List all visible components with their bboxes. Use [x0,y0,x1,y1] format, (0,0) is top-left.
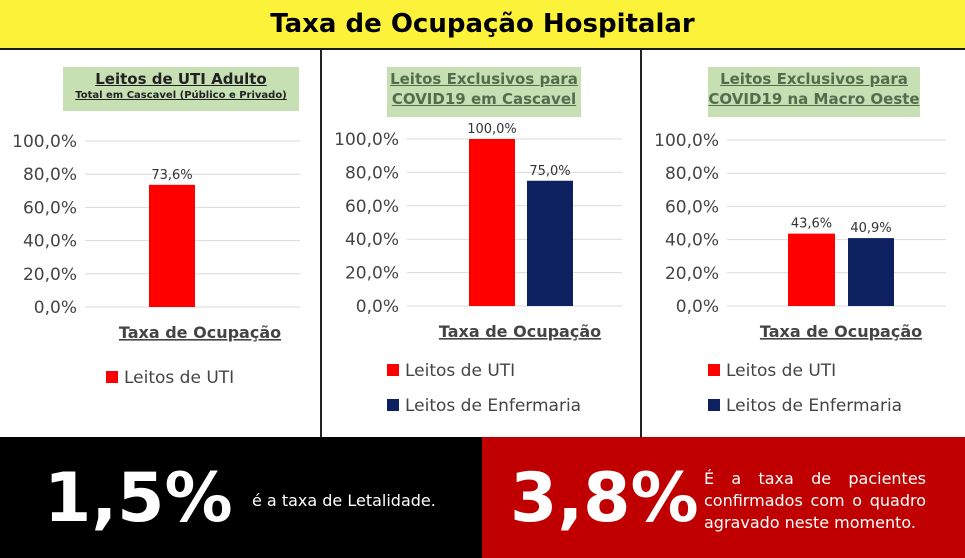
chart-subtitle: COVID19 na Macro Oeste [708,90,920,108]
stat-text-agravados: É a taxa de pacientes confirmados com o … [704,469,926,532]
y-tick-label: 100,0% [12,132,77,152]
y-tick-label: 0,0% [356,297,399,317]
chart-title: Leitos de UTI Adulto [95,70,267,88]
chart-subtitle: Total em Cascavel (Público e Privado) [75,90,287,101]
header-bar: Taxa de Ocupação Hospitalar [0,0,965,50]
chart-subtitle: COVID19 em Cascavel [391,90,577,108]
data-label: 40,9% [850,221,891,236]
data-label: 43,6% [791,217,832,232]
legend-swatch [708,364,720,376]
data-label: 100,0% [467,122,517,137]
legend-swatch [387,399,399,411]
data-label: 75,0% [529,164,570,179]
x-axis-label: Taxa de Ocupação [439,322,601,341]
legend-swatch [387,364,399,376]
bar [788,233,835,306]
chart-title: Leitos Exclusivos para [390,70,578,88]
y-tick-label: 0,0% [676,297,719,317]
bar [848,238,894,306]
stat-panel-letalidade: 1,5% é a taxa de Letalidade. [0,437,482,558]
bar [527,180,573,306]
bar-chart-covid-cascavel: 0,0% 20,0% 40,0% 60,0% 80,0% 100,0% 100,0% 75,0… [334,122,622,416]
legend-label: Leitos de UTI [124,368,234,388]
chart-panel-covid-cascavel: Leitos Exclusivos para COVID19 em Cascav… [322,50,642,437]
x-axis-label: Taxa de Ocupação [760,322,922,341]
chart-title-box: Leitos Exclusivos para COVID19 na Macro … [708,67,920,117]
y-tick-label: 100,0% [654,131,719,151]
chart-title: Leitos Exclusivos para [720,70,908,88]
legend-label: Leitos de Enfermaria [405,396,581,416]
y-tick-label: 60,0% [665,197,719,217]
y-tick-label: 80,0% [665,164,719,184]
data-label: 73,6% [151,168,192,183]
chart-panel-uti-adulto: Leitos de UTI Adulto Total em Cascavel (… [0,50,322,437]
y-tick-label: 20,0% [23,265,77,285]
chart-panel-covid-macro-oeste: Leitos Exclusivos para COVID19 na Macro … [642,50,965,437]
legend-label: Leitos de Enfermaria [726,396,902,416]
y-tick-label: 40,0% [345,230,399,250]
y-tick-label: 40,0% [23,232,77,252]
y-tick-label: 40,0% [665,231,719,251]
stat-value-agravados: 3,8% [510,459,699,538]
y-tick-label: 80,0% [345,163,399,183]
chart-title-box: Leitos Exclusivos para COVID19 em Cascav… [387,67,581,117]
legend-swatch [106,371,118,383]
legend-label: Leitos de UTI [405,361,515,381]
legend-swatch [708,399,720,411]
y-tick-label: 20,0% [665,264,719,284]
legend-label: Leitos de UTI [726,361,836,381]
y-tick-label: 60,0% [345,197,399,217]
bar [149,184,195,307]
bar-chart-uti-adulto: 0,0% 20,0% 40,0% 60,0% 80,0% 100,0% 73,6% Taxa … [12,132,300,388]
y-tick-label: 0,0% [34,298,77,318]
stat-text-letalidade: é a taxa de Letalidade. [252,491,436,510]
y-tick-label: 20,0% [345,264,399,284]
stat-value-letalidade: 1,5% [44,459,233,538]
bar [469,139,515,306]
chart-title-box: Leitos de UTI Adulto Total em Cascavel (… [63,67,299,111]
x-axis-label: Taxa de Ocupação [119,323,281,342]
stat-panel-agravados: 3,8% É a taxa de pacientes confirmados c… [482,437,965,558]
y-tick-label: 80,0% [23,165,77,185]
y-tick-label: 60,0% [23,198,77,218]
page-title: Taxa de Ocupação Hospitalar [270,9,695,39]
y-tick-label: 100,0% [334,130,399,150]
bar-chart-covid-macro-oeste: 0,0% 20,0% 40,0% 60,0% 80,0% 100,0% 43,6% 40,9%… [654,131,946,416]
